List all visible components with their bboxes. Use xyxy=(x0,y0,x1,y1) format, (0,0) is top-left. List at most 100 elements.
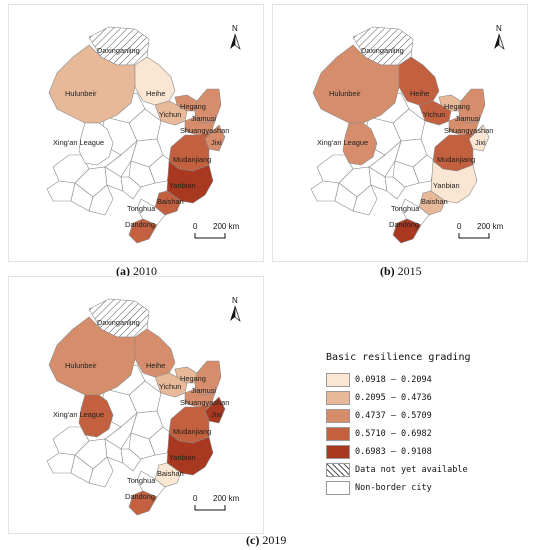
legend-title: Basic resilience grading xyxy=(326,352,471,363)
region-xingan xyxy=(78,394,114,438)
label-shuangyashan: Shuangyashan xyxy=(444,126,493,135)
label-yichun: Yichun xyxy=(159,382,181,391)
label-jiamusi: Jiamusi xyxy=(455,114,480,123)
region-mudanjiang xyxy=(168,404,212,444)
region-map: Daxinganling Hulunbeir Heihe Xing'an Lea… xyxy=(46,296,241,516)
region-dandong xyxy=(128,218,158,244)
legend-item: 0.6983 — 0.9108 xyxy=(326,443,526,461)
map-panel-2010: Daxinganling Hulunbeir Heihe Xing'an Lea… xyxy=(8,4,264,262)
scale-distance: 200 km xyxy=(213,222,240,231)
label-xingan: Xing'an League xyxy=(53,410,104,419)
north-label: N xyxy=(232,24,238,33)
scale-zero: 0 xyxy=(457,222,462,231)
caption-tag-2019: (c) xyxy=(246,533,260,547)
caption-year-2019: 2019 xyxy=(262,533,287,547)
region-map: Daxinganling Hulunbeir Heihe Xing'an Lea… xyxy=(310,24,505,244)
label-baishan: Baishan xyxy=(157,197,184,206)
label-hulunbeir: Hulunbeir xyxy=(65,89,97,98)
label-dandong: Dandong xyxy=(125,220,155,229)
scale-bar: 0 200 km xyxy=(457,222,504,239)
label-xingan: Xing'an League xyxy=(317,138,368,147)
north-label: N xyxy=(496,24,502,33)
legend-item: 0.2095 — 0.4736 xyxy=(326,389,526,407)
label-baishan: Baishan xyxy=(157,469,184,478)
label-mudanjiang: Mudanjiang xyxy=(173,427,211,436)
region-yichun xyxy=(154,100,188,126)
region-map: Daxinganling Hulunbeir Heihe Xing'an Lea… xyxy=(46,24,241,244)
region-mudanjiang xyxy=(168,132,212,172)
scale-distance: 200 km xyxy=(213,494,240,503)
north-arrow-icon: N xyxy=(230,296,241,323)
region-shuangyashan xyxy=(448,116,480,136)
legend-swatch xyxy=(326,391,350,405)
region-shuangyashan xyxy=(184,116,216,136)
legend-swatch xyxy=(326,427,350,441)
label-heihe: Heihe xyxy=(146,361,165,370)
label-yichun: Yichun xyxy=(423,110,445,119)
north-arrow-icon: N xyxy=(230,24,241,51)
north-label: N xyxy=(232,296,238,305)
caption-2015: (b) 2015 xyxy=(380,264,422,279)
legend-label: 0.6983 — 0.9108 xyxy=(355,447,432,457)
caption-year-2010: 2010 xyxy=(133,264,157,278)
label-hulunbeir: Hulunbeir xyxy=(329,89,361,98)
scale-bar: 0 200 km xyxy=(193,494,240,511)
scale-zero: 0 xyxy=(193,222,198,231)
legend-item: Non-border city xyxy=(326,479,526,497)
label-shuangyashan: Shuangyashan xyxy=(180,126,229,135)
legend-label: 0.0918 — 0.2094 xyxy=(355,375,432,385)
region-labels: Daxinganling Hulunbeir Heihe Xing'an Lea… xyxy=(53,318,229,501)
legend-label: 0.2095 — 0.4736 xyxy=(355,393,432,403)
label-daxinganling: Daxinganling xyxy=(97,46,140,55)
legend-item: 0.0918 — 0.2094 xyxy=(326,371,526,389)
label-hulunbeir: Hulunbeir xyxy=(65,361,97,370)
region-yichun xyxy=(154,372,188,398)
region-heihe xyxy=(134,56,176,106)
region-shuangyashan xyxy=(184,388,216,408)
label-heihe: Heihe xyxy=(410,89,429,98)
label-daxinganling: Daxinganling xyxy=(361,46,404,55)
label-hegang: Hegang xyxy=(444,102,470,111)
label-xingan: Xing'an League xyxy=(53,138,104,147)
label-shuangyashan: Shuangyashan xyxy=(180,398,229,407)
caption-2019: (c) 2019 xyxy=(246,533,286,548)
scale-bar: 0 200 km xyxy=(193,222,240,239)
region-yichun xyxy=(418,100,452,126)
label-tonghua: Tonghua xyxy=(127,204,156,213)
label-mudanjiang: Mudanjiang xyxy=(173,155,211,164)
legend-item: 0.5710 — 0.6982 xyxy=(326,425,526,443)
label-yanbian: Yanbian xyxy=(169,453,196,462)
label-daxinganling: Daxinganling xyxy=(97,318,140,327)
legend-label: Data not yet available xyxy=(355,465,468,475)
label-jixi: Jixi xyxy=(211,138,222,147)
scale-distance: 200 km xyxy=(477,222,504,231)
legend-swatch xyxy=(326,373,350,387)
label-tonghua: Tonghua xyxy=(127,476,156,485)
region-labels: Daxinganling Hulunbeir Heihe Xing'an Lea… xyxy=(317,46,493,229)
region-labels: Daxinganling Hulunbeir Heihe Xing'an Lea… xyxy=(53,46,229,229)
label-jiamusi: Jiamusi xyxy=(191,386,216,395)
region-xingan xyxy=(78,122,114,166)
border-cities xyxy=(48,298,226,516)
map-panel-2015: Daxinganling Hulunbeir Heihe Xing'an Lea… xyxy=(272,4,528,262)
region-heihe xyxy=(398,56,440,106)
scale-zero: 0 xyxy=(193,494,198,503)
label-dandong: Dandong xyxy=(389,220,419,229)
label-yanbian: Yanbian xyxy=(433,181,460,190)
region-heihe xyxy=(134,328,176,378)
caption-tag-2015: (b) xyxy=(380,264,395,278)
legend-item: Data not yet available xyxy=(326,461,526,479)
map-panel-2019: Daxinganling Hulunbeir Heihe Xing'an Lea… xyxy=(8,276,264,534)
north-arrow-icon: N xyxy=(494,24,505,51)
label-yichun: Yichun xyxy=(159,110,181,119)
label-jixi: Jixi xyxy=(211,410,222,419)
legend-label: 0.5710 — 0.6982 xyxy=(355,429,432,439)
label-jixi: Jixi xyxy=(475,138,486,147)
label-hegang: Hegang xyxy=(180,374,206,383)
region-dandong xyxy=(128,490,158,516)
legend-label: Non-border city xyxy=(355,483,432,493)
region-mudanjiang xyxy=(432,132,476,172)
label-tonghua: Tonghua xyxy=(391,204,420,213)
caption-year-2015: 2015 xyxy=(397,264,422,278)
label-hegang: Hegang xyxy=(180,102,206,111)
